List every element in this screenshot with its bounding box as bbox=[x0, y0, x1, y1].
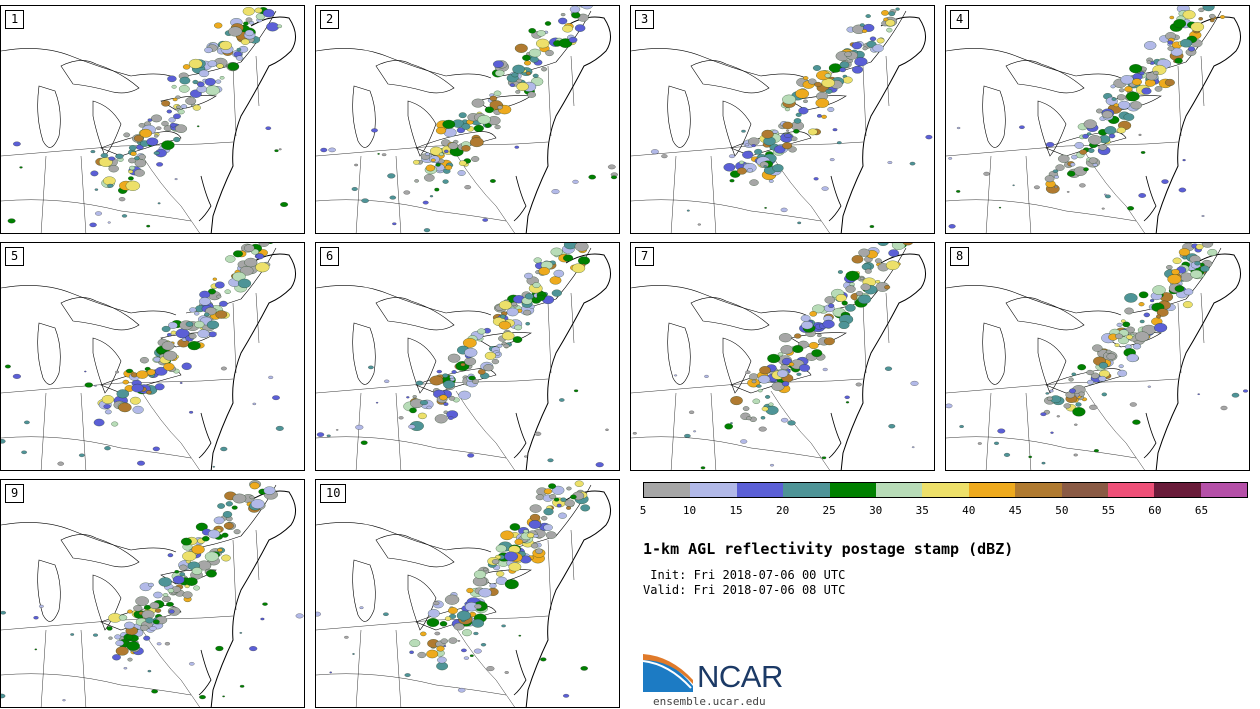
colorbar-tick-label: 40 bbox=[962, 504, 976, 517]
colorbar-tick-label: 55 bbox=[1101, 504, 1115, 517]
colorbar-tick-label: 50 bbox=[1055, 504, 1069, 517]
member-number-label: 8 bbox=[950, 247, 970, 266]
colorbar-tick-label: 15 bbox=[729, 504, 743, 517]
member-number-label: 6 bbox=[320, 247, 340, 266]
colorbar-tick-label: 10 bbox=[682, 504, 697, 517]
colorbar-tick-label: 30 bbox=[869, 504, 883, 517]
colorbar-tick-label: 25 bbox=[822, 504, 836, 517]
colorbar-segment bbox=[1154, 483, 1201, 497]
member-number-label: 10 bbox=[320, 484, 347, 503]
valid-time: Valid: Fri 2018-07-06 08 UTC bbox=[643, 583, 846, 597]
map-icon bbox=[946, 6, 1241, 233]
colorbar-segment bbox=[875, 483, 923, 497]
map-icon bbox=[316, 243, 611, 470]
colorbar-segment bbox=[829, 483, 876, 497]
member-number-label: 1 bbox=[5, 10, 25, 29]
map-icon bbox=[1, 480, 304, 707]
member-panel: 2 bbox=[315, 5, 620, 234]
colorbar-segment bbox=[968, 483, 1016, 497]
member-number-label: 3 bbox=[635, 10, 655, 29]
colorbar-segment bbox=[922, 483, 969, 497]
map-icon bbox=[1, 243, 296, 470]
member-panel: 4 bbox=[945, 5, 1250, 234]
reflectivity-colorbar bbox=[643, 482, 1248, 498]
ncar-logo-text: NCAR bbox=[697, 659, 783, 694]
member-panel: 7 bbox=[630, 242, 935, 471]
map-icon bbox=[946, 243, 1248, 470]
member-number-label: 5 bbox=[5, 247, 25, 266]
colorbar-segment bbox=[783, 483, 830, 497]
map-icon bbox=[1, 7, 296, 233]
colorbar-segment bbox=[736, 483, 784, 497]
colorbar-segment bbox=[1200, 483, 1248, 497]
ncar-logo-icon bbox=[643, 654, 693, 692]
member-panel: 3 bbox=[630, 5, 935, 234]
member-panel: 6 bbox=[315, 242, 620, 471]
colorbar-tick-label: 45 bbox=[1008, 504, 1022, 517]
member-number-label: 7 bbox=[635, 247, 655, 266]
map-icon bbox=[631, 7, 933, 233]
colorbar-tick-label: 60 bbox=[1148, 504, 1162, 517]
member-number-label: 4 bbox=[950, 10, 970, 29]
colorbar-tick-label: 5 bbox=[639, 504, 647, 517]
figure-title: 1-km AGL reflectivity postage stamp (dBZ… bbox=[643, 540, 1014, 558]
map-icon bbox=[631, 243, 926, 470]
colorbar-segment bbox=[644, 483, 691, 497]
colorbar-segment bbox=[1107, 483, 1155, 497]
member-panel: 1 bbox=[0, 5, 305, 234]
map-icon bbox=[316, 6, 618, 233]
colorbar-tick-label: 20 bbox=[775, 504, 790, 517]
colorbar-tick-label: 65 bbox=[1194, 504, 1209, 517]
member-panel: 9 bbox=[0, 479, 305, 708]
colorbar-segment bbox=[690, 483, 737, 497]
map-icon bbox=[316, 480, 611, 707]
colorbar-segment bbox=[1015, 483, 1062, 497]
member-panel: 8 bbox=[945, 242, 1250, 471]
init-time: Init: Fri 2018-07-06 00 UTC bbox=[643, 568, 846, 582]
member-panel: 10 bbox=[315, 479, 620, 708]
site-url: ensemble.ucar.edu bbox=[653, 695, 766, 708]
member-panel: 5 bbox=[0, 242, 305, 471]
member-number-label: 9 bbox=[5, 484, 25, 503]
colorbar-ticks: 5 10 15 20 25 30 35 40 45 50 55 60 65 bbox=[639, 504, 1248, 518]
member-number-label: 2 bbox=[320, 10, 340, 29]
colorbar-tick-label: 35 bbox=[915, 504, 929, 517]
colorbar-segment bbox=[1061, 483, 1108, 497]
